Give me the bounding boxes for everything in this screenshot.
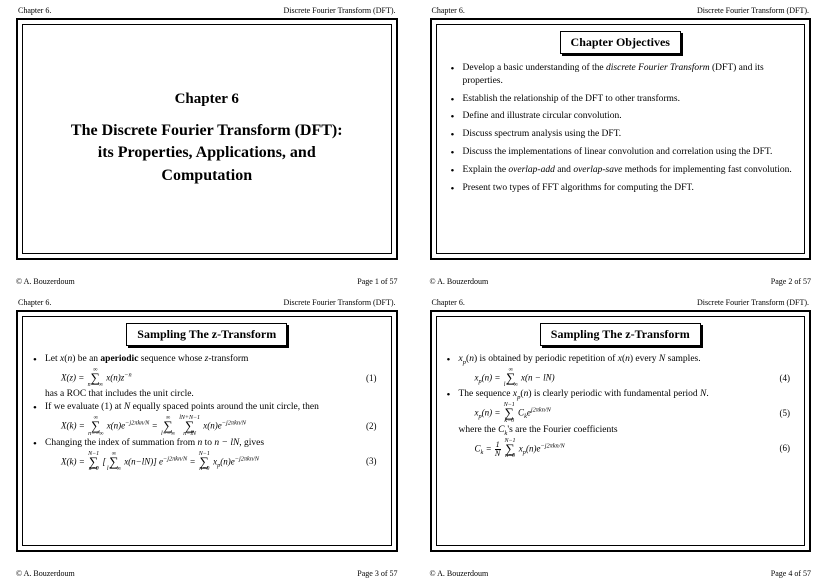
chapter-label: Chapter 6. xyxy=(432,6,465,15)
eq-number: (4) xyxy=(780,373,795,384)
objectives-list: Develop a basic understanding of the dis… xyxy=(447,62,795,195)
footer-row: © A. Bouzerdoum Page 3 of 57 xyxy=(16,569,398,578)
title-line-3: Computation xyxy=(161,167,252,184)
equation-2: X(k) = ∞∑n=−∞ x(n)e−j2πkn/N = ∞∑l=−∞ lN+… xyxy=(33,415,381,438)
outer-frame: Chapter 6 The Discrete Fourier Transform… xyxy=(16,18,398,260)
doc-title: Discrete Fourier Transform (DFT). xyxy=(284,6,396,15)
bullet-item: If we evaluate (1) at N equally spaced p… xyxy=(33,402,381,414)
page-number: Page 1 of 57 xyxy=(357,277,397,286)
inner-frame: Sampling The z-Transform Let x(n) be an … xyxy=(22,316,392,546)
eq-number: (3) xyxy=(366,456,381,467)
footer-row: © A. Bouzerdoum Page 2 of 57 xyxy=(430,277,812,286)
eq-number: (1) xyxy=(366,373,381,384)
equation-4: xp(n) = ∞∑l=−∞ x(n − lN) (4) xyxy=(447,367,795,390)
slide-3: Chapter 6. Discrete Fourier Transform (D… xyxy=(0,292,414,584)
footer-row: © A. Bouzerdoum Page 1 of 57 xyxy=(16,277,398,286)
title-block: Chapter 6 The Discrete Fourier Transform… xyxy=(33,31,381,247)
bullet-item: Changing the index of summation from n t… xyxy=(33,438,381,450)
page-number: Page 2 of 57 xyxy=(771,277,811,286)
eq-body: X(k) = N−1∑n=0 [∞∑l=−∞ x(n−lN)] e−j2πkn/… xyxy=(61,452,259,473)
objective-item: Present two types of FFT algorithms for … xyxy=(451,182,795,195)
outer-frame: Chapter Objectives Develop a basic under… xyxy=(430,18,812,260)
equation-6: Ck = 1N N−1∑n=0 xp(n)e−j2πkn/N (6) xyxy=(447,438,795,461)
chapter-label: Chapter 6. xyxy=(18,6,51,15)
section-title-wrap: Sampling The z-Transform xyxy=(33,323,381,346)
page-number: Page 4 of 57 xyxy=(771,569,811,578)
eq-number: (6) xyxy=(780,443,795,454)
equation-3: X(k) = N−1∑n=0 [∞∑l=−∞ x(n−lN)] e−j2πkn/… xyxy=(33,451,381,474)
eq-body: xp(n) = N−1∑k=0 Ckej2πkn/N xyxy=(475,403,551,424)
objective-item: Define and illustrate circular convoluti… xyxy=(451,110,795,123)
header-row: Chapter 6. Discrete Fourier Transform (D… xyxy=(430,6,812,15)
page-number: Page 3 of 57 xyxy=(357,569,397,578)
inner-frame: Sampling The z-Transform xp(n) is obtain… xyxy=(436,316,806,546)
author: © A. Bouzerdoum xyxy=(430,569,489,578)
title-line-2: its Properties, Applications, and xyxy=(98,144,316,161)
outer-frame: Sampling The z-Transform Let x(n) be an … xyxy=(16,310,398,552)
doc-title: Discrete Fourier Transform (DFT). xyxy=(697,6,809,15)
slide-grid: Chapter 6. Discrete Fourier Transform (D… xyxy=(0,0,827,584)
continuation-text: where the Ck's are the Fourier coefficie… xyxy=(447,425,795,437)
section-title-wrap: Sampling The z-Transform xyxy=(447,323,795,346)
equation-1: X(z) = ∞∑n=−∞ x(n)z−n (1) xyxy=(33,367,381,390)
objective-item: Establish the relationship of the DFT to… xyxy=(451,93,795,106)
chapter-number: Chapter 6 xyxy=(33,91,381,108)
header-row: Chapter 6. Discrete Fourier Transform (D… xyxy=(16,298,398,307)
eq-body: xp(n) = ∞∑l=−∞ x(n − lN) xyxy=(475,368,555,389)
eq-body: Ck = 1N N−1∑n=0 xp(n)e−j2πkn/N xyxy=(475,439,565,460)
section-title: Chapter Objectives xyxy=(560,31,681,54)
footer-row: © A. Bouzerdoum Page 4 of 57 xyxy=(430,569,812,578)
header-row: Chapter 6. Discrete Fourier Transform (D… xyxy=(430,298,812,307)
eq-body: X(k) = ∞∑n=−∞ x(n)e−j2πkn/N = ∞∑l=−∞ lN+… xyxy=(61,416,246,437)
doc-title: Discrete Fourier Transform (DFT). xyxy=(697,298,809,307)
chapter-label: Chapter 6. xyxy=(432,298,465,307)
author: © A. Bouzerdoum xyxy=(16,277,75,286)
bullet-item: The sequence xp(n) is clearly periodic w… xyxy=(447,389,795,401)
objective-item: Discuss the implementations of linear co… xyxy=(451,146,795,159)
continuation-text: has a ROC that includes the unit circle. xyxy=(33,389,381,401)
section-title-wrap: Chapter Objectives xyxy=(447,31,795,54)
eq-body: X(z) = ∞∑n=−∞ x(n)z−n xyxy=(61,368,132,389)
bullet-item: Let x(n) be an aperiodic sequence whose … xyxy=(33,354,381,366)
slide-4: Chapter 6. Discrete Fourier Transform (D… xyxy=(414,292,827,584)
inner-frame: Chapter Objectives Develop a basic under… xyxy=(436,24,806,254)
inner-frame: Chapter 6 The Discrete Fourier Transform… xyxy=(22,24,392,254)
section-title: Sampling The z-Transform xyxy=(540,323,701,346)
bullet-item: xp(n) is obtained by periodic repetition… xyxy=(447,354,795,366)
chapter-title: The Discrete Fourier Transform (DFT): it… xyxy=(33,120,381,187)
doc-title: Discrete Fourier Transform (DFT). xyxy=(284,298,396,307)
author: © A. Bouzerdoum xyxy=(430,277,489,286)
slide-2: Chapter 6. Discrete Fourier Transform (D… xyxy=(414,0,827,292)
header-row: Chapter 6. Discrete Fourier Transform (D… xyxy=(16,6,398,15)
title-line-1: The Discrete Fourier Transform (DFT): xyxy=(71,122,343,139)
equation-5: xp(n) = N−1∑k=0 Ckej2πkn/N (5) xyxy=(447,402,795,425)
section-title: Sampling The z-Transform xyxy=(126,323,287,346)
chapter-label: Chapter 6. xyxy=(18,298,51,307)
eq-number: (5) xyxy=(780,408,795,419)
objective-item: Discuss spectrum analysis using the DFT. xyxy=(451,128,795,141)
objective-item: Develop a basic understanding of the dis… xyxy=(451,62,795,88)
outer-frame: Sampling The z-Transform xp(n) is obtain… xyxy=(430,310,812,552)
eq-number: (2) xyxy=(366,421,381,432)
author: © A. Bouzerdoum xyxy=(16,569,75,578)
objective-item: Explain the overlap-add and overlap-save… xyxy=(451,164,795,177)
slide-1: Chapter 6. Discrete Fourier Transform (D… xyxy=(0,0,414,292)
